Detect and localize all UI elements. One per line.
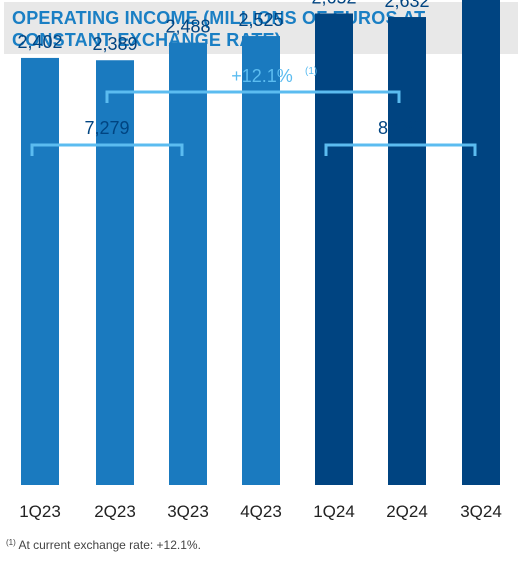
bar-1q23 — [21, 57, 59, 485]
category-label-2q23: 2Q23 — [94, 502, 136, 521]
value-label-2q23: 2,389 — [92, 34, 137, 54]
growth-label: +12.1% — [231, 66, 293, 86]
bar-2q23 — [96, 60, 134, 485]
value-label-3q23: 2,488 — [165, 17, 210, 37]
sum-bracket-1 — [30, 143, 184, 156]
category-label-2q24: 2Q24 — [386, 502, 428, 521]
value-label-1q23: 2,402 — [17, 32, 62, 52]
category-label-3q24: 3Q24 — [460, 502, 502, 521]
value-label-2q24: 2,632 — [384, 0, 429, 11]
sum-label-1: 7,279 — [84, 118, 129, 138]
value-label-1q24: 2,652 — [311, 0, 356, 7]
sum-label-2: 8,160 — [378, 118, 423, 138]
footnote-text: At current exchange rate: +12.1%. — [15, 538, 201, 552]
sum-bracket-2 — [324, 143, 477, 156]
footnote: (1) At current exchange rate: +12.1%. — [6, 538, 201, 552]
category-label-3q23: 3Q23 — [167, 502, 209, 521]
bar-1q24 — [315, 13, 353, 486]
bar-2q24 — [388, 17, 426, 486]
growth-footnote-marker: (1) — [305, 66, 317, 77]
growth-bracket — [105, 90, 401, 103]
category-label-1q23: 1Q23 — [19, 502, 61, 521]
category-label-4q23: 4Q23 — [240, 502, 282, 521]
bar-3q24 — [462, 0, 500, 485]
bar-3q23 — [169, 42, 207, 485]
bar-4q23 — [242, 36, 280, 486]
value-label-4q23: 2,525 — [238, 10, 283, 30]
footnote-marker: (1) — [6, 538, 16, 547]
category-label-1q24: 1Q24 — [313, 502, 355, 521]
